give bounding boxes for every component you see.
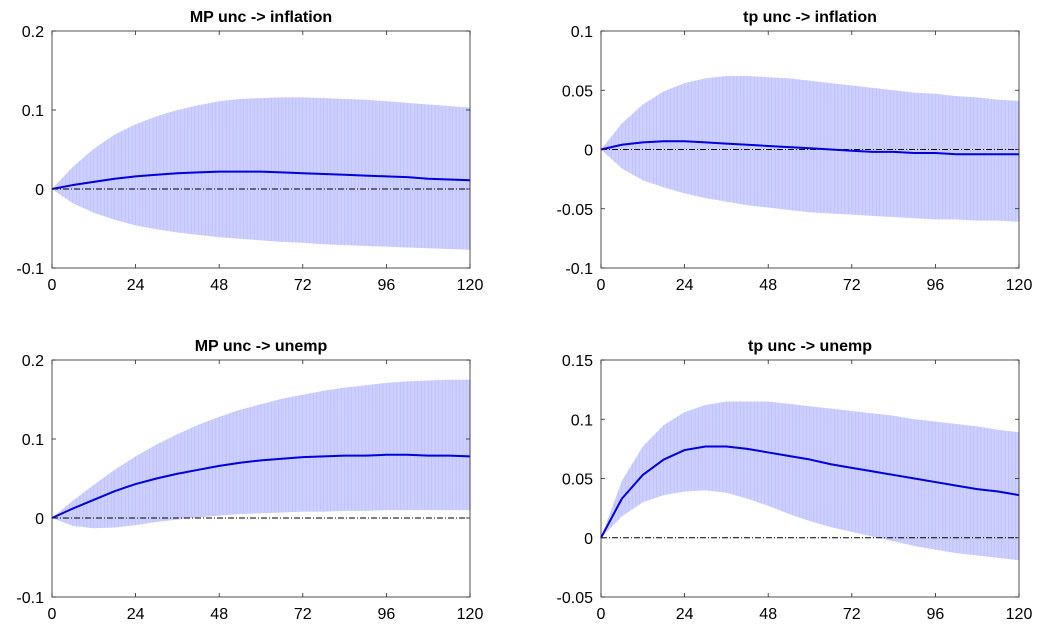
- x-tick-label: 24: [676, 277, 694, 294]
- y-tick-label: 0: [35, 182, 44, 199]
- x-tick-label: 96: [927, 606, 945, 623]
- x-tick-label: 72: [843, 277, 861, 294]
- x-tick-label: 24: [127, 606, 145, 623]
- x-tick-label: 72: [294, 606, 312, 623]
- x-tick-label: 48: [759, 606, 777, 623]
- x-tick-label: 0: [48, 606, 57, 623]
- y-tick-label: 0: [584, 143, 593, 160]
- y-tick-label: 0.2: [22, 353, 44, 370]
- y-tick-label: -0.1: [16, 261, 44, 278]
- x-tick-label: 96: [927, 277, 945, 294]
- y-tick-label: -0.05: [557, 202, 594, 219]
- y-tick-label: -0.1: [16, 590, 44, 607]
- x-tick-label: 120: [1006, 606, 1033, 623]
- x-tick-label: 96: [378, 606, 396, 623]
- x-tick-label: 48: [210, 277, 228, 294]
- median-response-line: [51, 170, 471, 190]
- axes-frame: [51, 359, 471, 598]
- x-tick-label: 72: [843, 606, 861, 623]
- y-tick-label: 0.1: [22, 432, 44, 449]
- y-tick-label: 0.1: [571, 24, 593, 41]
- x-tick-label: 96: [378, 277, 396, 294]
- chart-title: MP unc -> unemp: [195, 338, 328, 355]
- x-tick-label: 48: [759, 277, 777, 294]
- y-tick-label: -0.1: [565, 261, 593, 278]
- chart-title: tp unc -> unemp: [748, 338, 872, 355]
- y-tick-label: 0.05: [562, 83, 593, 100]
- axes-frame: [51, 30, 471, 269]
- panel-mp-unc-unemp: 0 24 48 72 96 120-0.100.10.2MP unc -> unemp: [16, 338, 483, 623]
- panel-mp-unc-inflation: 0 24 48 72 96 120-0.100.10.2MP unc -> inflati…: [16, 9, 483, 294]
- x-tick-label: 120: [1006, 277, 1033, 294]
- chart-title: MP unc -> inflation: [190, 9, 332, 26]
- chart-title: tp unc -> inflation: [743, 9, 877, 26]
- y-tick-label: 0.15: [562, 353, 593, 370]
- median-response-line: [600, 445, 1020, 539]
- median-response-line: [600, 140, 1019, 156]
- x-tick-label: 120: [457, 606, 484, 623]
- y-tick-label: 0.1: [22, 103, 44, 120]
- y-tick-label: 0.1: [571, 412, 593, 429]
- x-tick-label: 72: [294, 277, 312, 294]
- x-tick-label: 120: [457, 277, 484, 294]
- panel-tp-unc-inflation: 0 24 48 72 96 120 -0.1 -0.05 0 0.05 0.1 tp unc -> i…: [557, 9, 1033, 294]
- x-tick-label: 24: [676, 606, 694, 623]
- confidence-band-hatching: [55, 97, 471, 250]
- y-tick-label: 0: [35, 511, 44, 528]
- x-tick-label: 48: [210, 606, 228, 623]
- y-tick-label: -0.05: [557, 590, 594, 607]
- y-tick-label: 0: [584, 531, 593, 548]
- y-tick-label: 0.05: [562, 472, 593, 489]
- x-tick-label: 24: [127, 277, 145, 294]
- y-tick-label: 0.2: [22, 24, 44, 41]
- x-tick-label: 0: [48, 277, 57, 294]
- x-tick-label: 0: [597, 277, 606, 294]
- x-tick-label: 0: [597, 606, 606, 623]
- median-response-line: [51, 453, 471, 519]
